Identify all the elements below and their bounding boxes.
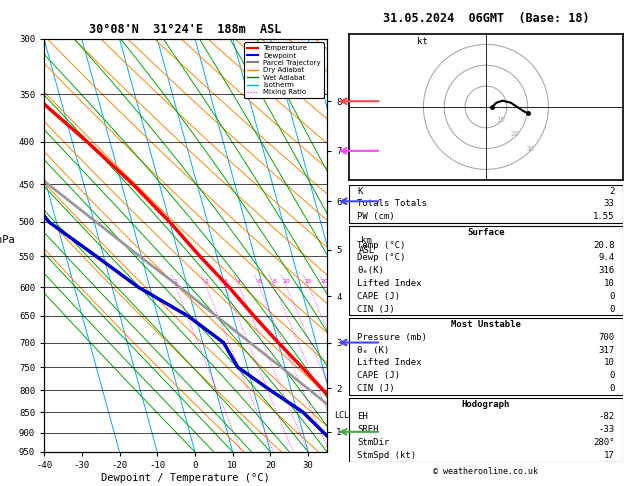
Text: StmSpd (kt): StmSpd (kt) (357, 451, 416, 460)
Text: 0: 0 (609, 305, 615, 313)
Bar (349, 398, 623, 462)
Bar (349, 318, 623, 395)
Text: 9.4: 9.4 (598, 253, 615, 262)
Text: SREH: SREH (357, 425, 379, 434)
Text: 10: 10 (282, 279, 290, 284)
Text: 2: 2 (204, 279, 208, 284)
Y-axis label: km
ASL: km ASL (359, 236, 374, 255)
Text: 10: 10 (604, 359, 615, 367)
Text: 20.8: 20.8 (593, 241, 615, 249)
Text: 15: 15 (304, 279, 312, 284)
Text: CIN (J): CIN (J) (357, 305, 395, 313)
Text: 6: 6 (257, 279, 261, 284)
Text: 280°: 280° (593, 438, 615, 447)
Text: 20: 20 (511, 131, 520, 137)
Text: 10: 10 (604, 279, 615, 288)
Text: 1.55: 1.55 (593, 212, 615, 221)
Text: K: K (357, 187, 363, 195)
Text: © weatheronline.co.uk: © weatheronline.co.uk (433, 467, 538, 476)
Text: Lifted Index: Lifted Index (357, 279, 422, 288)
Text: 31.05.2024  06GMT  (Base: 18): 31.05.2024 06GMT (Base: 18) (382, 12, 589, 25)
Text: Totals Totals: Totals Totals (357, 199, 427, 208)
Text: 317: 317 (598, 346, 615, 355)
Text: 33: 33 (604, 199, 615, 208)
Text: Lifted Index: Lifted Index (357, 359, 422, 367)
Legend: Temperature, Dewpoint, Parcel Trajectory, Dry Adiabat, Wet Adiabat, Isotherm, Mi: Temperature, Dewpoint, Parcel Trajectory… (245, 42, 323, 98)
Text: Hodograph: Hodograph (462, 399, 510, 409)
Bar (349, 226, 623, 315)
Text: LCL: LCL (334, 411, 349, 420)
Text: Surface: Surface (467, 228, 504, 237)
Text: 10: 10 (496, 117, 505, 122)
Text: kt: kt (417, 37, 428, 47)
Text: 0: 0 (609, 371, 615, 380)
Text: θₑ(K): θₑ(K) (357, 266, 384, 275)
Text: 17: 17 (604, 451, 615, 460)
Text: 1: 1 (174, 279, 177, 284)
Text: 700: 700 (598, 333, 615, 342)
Text: 20: 20 (321, 279, 328, 284)
Text: 3: 3 (223, 279, 227, 284)
Text: 0: 0 (609, 384, 615, 393)
X-axis label: Dewpoint / Temperature (°C): Dewpoint / Temperature (°C) (101, 473, 270, 483)
Text: θₑ (K): θₑ (K) (357, 346, 389, 355)
Text: -82: -82 (598, 413, 615, 421)
Text: CIN (J): CIN (J) (357, 384, 395, 393)
Text: Most Unstable: Most Unstable (451, 320, 521, 329)
Text: CAPE (J): CAPE (J) (357, 371, 400, 380)
Text: PW (cm): PW (cm) (357, 212, 395, 221)
Text: Temp (°C): Temp (°C) (357, 241, 406, 249)
Text: 316: 316 (598, 266, 615, 275)
Text: 2: 2 (609, 187, 615, 195)
Text: 4: 4 (237, 279, 241, 284)
Text: EH: EH (357, 413, 368, 421)
Text: 0: 0 (609, 292, 615, 301)
Text: CAPE (J): CAPE (J) (357, 292, 400, 301)
Text: 8: 8 (272, 279, 276, 284)
Text: -33: -33 (598, 425, 615, 434)
Text: StmDir: StmDir (357, 438, 389, 447)
Text: Dewp (°C): Dewp (°C) (357, 253, 406, 262)
Text: 30: 30 (525, 146, 534, 152)
Bar (349, 185, 623, 223)
Text: Pressure (mb): Pressure (mb) (357, 333, 427, 342)
Y-axis label: hPa: hPa (0, 235, 14, 245)
Title: 30°08'N  31°24'E  188m  ASL: 30°08'N 31°24'E 188m ASL (89, 23, 282, 36)
